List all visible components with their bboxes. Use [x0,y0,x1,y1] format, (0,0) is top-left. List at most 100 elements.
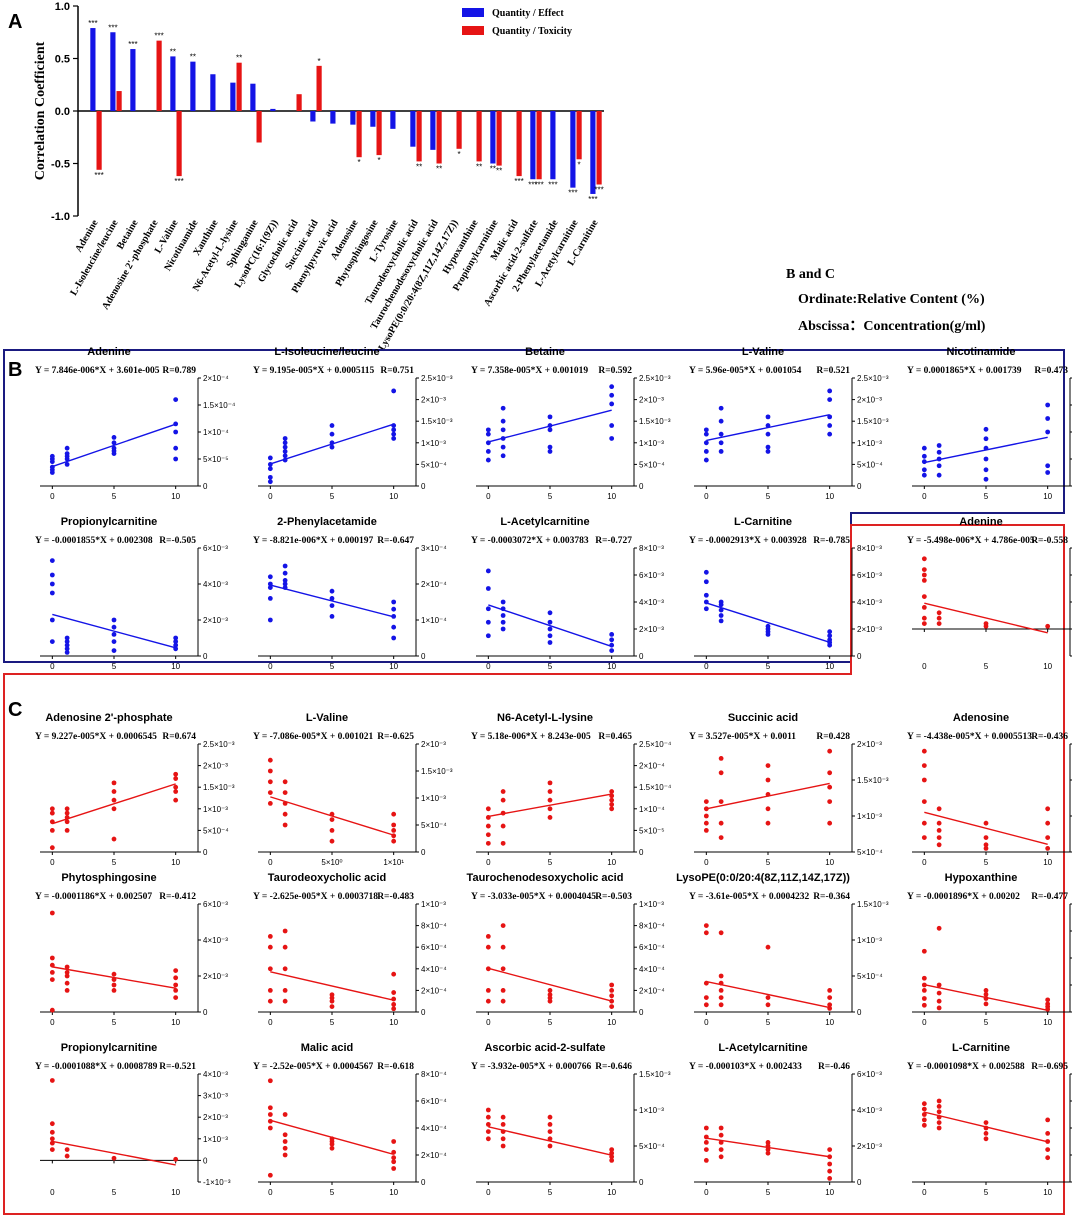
y-tick-label: 1.0 [55,1,70,13]
scatter-b-l-carnitine: L-Carnitine Y = -0.0002913*X + 0.003928 R=… [689,516,882,671]
scatter-b-betaine: Betaine Y = 7.358e-005*X + 0.001019 R=0.59… [471,346,671,501]
data-point [718,770,724,776]
data-point [547,414,553,420]
data-point [173,988,179,993]
data-point [921,777,927,783]
toxicity-bar-ascorbic-acid-2-sulfate [536,111,542,180]
data-point [609,802,615,807]
scatter-b-nicotinamide: Nicotinamide Y = 0.0001865*X + 0.001739 R=… [907,346,1072,501]
data-point [282,1152,288,1158]
legend-swatch [462,26,484,35]
data-point [827,988,833,993]
data-point [609,648,615,653]
bar-chart: 1.0 0.5 0.0 -0.5 -1.0 Correlation Coefficient… [33,1,604,353]
regression-equation: Y = -2.52e-005*X + 0.0004567 [253,1062,373,1072]
y-tick-label: 1.5×10⁻⁴ [203,401,236,410]
data-point [1045,463,1051,469]
data-point [267,617,273,623]
x-tick-label: 10 [825,1188,834,1197]
x-tick-label: 5 [330,1018,335,1027]
data-point [282,1112,288,1117]
significance-label: * [378,156,381,165]
plot-title: Adenosine 2'-phosphate [45,712,172,724]
data-point [718,607,724,613]
y-tick-label: 2×10⁻⁴ [421,580,447,589]
data-point [500,453,506,459]
x-tick-label: 0 [50,858,55,867]
x-tick-label: 0 [922,492,927,501]
y-tick-label: 2×10⁻³ [203,616,228,625]
x-tick-label: 5 [330,1188,335,1197]
data-point [936,621,942,626]
data-point [500,1122,506,1127]
plot-title: Phytosphingosine [61,872,156,884]
data-point [49,1078,55,1083]
data-point [765,763,771,768]
data-point [391,427,397,433]
data-point [921,988,927,993]
x-tick-label: 0 [922,662,927,671]
y-tick-label: 1.5×10⁻³ [857,900,889,909]
y-tick-label: 0 [203,848,208,857]
data-point [173,397,179,402]
toxicity-bar-n6-acetyl-l-lysine [236,62,242,111]
x-tick-label: 10 [1043,492,1052,501]
data-point [391,388,397,394]
data-point [718,618,724,624]
data-point [64,970,70,975]
data-point [111,780,117,786]
data-point [64,810,70,816]
data-point [547,640,553,645]
y-tick-label: 6×10⁻³ [857,571,882,580]
data-point [718,599,724,605]
data-point [765,806,771,812]
data-point [609,998,615,1004]
y-tick-label: 2×10⁻³ [857,1142,882,1151]
effect-bar-lysopc-16-1-9z [270,108,276,111]
data-point [49,1129,55,1135]
data-point [485,998,491,1004]
data-point [111,806,117,812]
data-point [609,1158,615,1163]
data-point [983,820,989,826]
x-tick-label: 0 [50,1018,55,1027]
data-point [500,923,506,928]
data-point [391,971,397,977]
x-tick-label: 0 [268,1188,273,1197]
data-point [936,1109,942,1115]
data-point [936,449,942,455]
data-point [936,472,942,478]
significance-label: * [458,150,461,159]
data-point [703,820,709,826]
data-point [983,988,989,993]
y-tick-label: 1×10⁻³ [857,936,882,945]
regression-line [706,782,830,810]
data-point [500,626,506,632]
regression-line [924,436,1048,464]
regression-line [488,967,612,1002]
data-point [391,624,397,630]
legend-entry: Quantity / Toxicity [492,26,572,37]
data-point [267,1112,273,1117]
y-tick-label: 4×10⁻³ [203,580,228,589]
data-point [936,835,942,840]
data-point [718,1147,724,1152]
y-tick-label: 3×10⁻³ [203,1092,228,1101]
data-point [111,435,117,440]
r-value: R=0.751 [380,366,414,376]
plot-title: Ascorbic acid-2-sulfate [484,1042,605,1054]
significance-label: *** [534,180,543,189]
regression-line [924,811,1048,845]
y-tick-label: -1×10⁻³ [203,1178,231,1187]
data-point [718,613,724,618]
data-point [765,1002,771,1008]
data-point [1045,623,1051,629]
data-point [485,1122,491,1127]
data-point [391,1155,397,1161]
scatter-c-lysope-0-0-20-4-8z-11z-14z-17z: LysoPE(0:0/20:4(8Z,11Z,14Z,17Z)) Y = -3.6… [676,872,889,1027]
x-tick-label: 10 [1043,1018,1052,1027]
scatter-c-l-carnitine: L-Carnitine Y = -0.0001098*X + 0.002588 R=… [907,1042,1072,1197]
regression-equation: Y = -0.0001088*X + 0.0008789 [35,1062,158,1072]
y-tick-label: 2×10⁻³ [421,396,446,405]
